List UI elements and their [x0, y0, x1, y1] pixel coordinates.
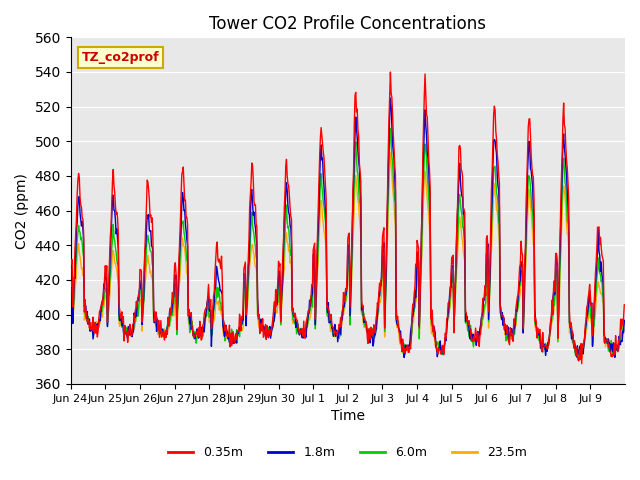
X-axis label: Time: Time	[331, 409, 365, 423]
1.8m	[437, 348, 445, 354]
Title: Tower CO2 Profile Concentrations: Tower CO2 Profile Concentrations	[209, 15, 486, 33]
6.0m	[620, 321, 628, 326]
Text: TZ_co2prof: TZ_co2prof	[82, 51, 159, 64]
Y-axis label: CO2 (ppm): CO2 (ppm)	[15, 173, 29, 249]
23.5m	[578, 355, 586, 361]
1.8m	[282, 190, 289, 195]
Line: 0.35m: 0.35m	[70, 72, 624, 364]
1.8m	[261, 327, 269, 333]
6.0m	[261, 327, 269, 333]
0.35m	[405, 349, 413, 355]
6.0m	[132, 318, 140, 324]
23.5m	[436, 347, 444, 352]
23.5m	[67, 294, 74, 300]
1.8m	[234, 328, 241, 334]
0.35m	[436, 348, 444, 353]
0.35m	[67, 258, 74, 264]
6.0m	[573, 354, 581, 360]
6.0m	[387, 126, 394, 132]
Line: 6.0m: 6.0m	[70, 129, 624, 357]
23.5m	[405, 348, 413, 353]
0.35m	[578, 361, 586, 367]
1.8m	[387, 96, 394, 101]
1.8m	[67, 275, 74, 281]
6.0m	[67, 283, 74, 289]
6.0m	[436, 345, 444, 351]
23.5m	[282, 233, 289, 239]
23.5m	[387, 150, 394, 156]
6.0m	[405, 346, 413, 351]
Legend: 0.35m, 1.8m, 6.0m, 23.5m: 0.35m, 1.8m, 6.0m, 23.5m	[163, 442, 532, 465]
1.8m	[132, 307, 140, 312]
6.0m	[282, 213, 289, 219]
1.8m	[406, 339, 413, 345]
23.5m	[620, 327, 628, 333]
23.5m	[132, 317, 140, 323]
0.35m	[282, 164, 289, 169]
Line: 1.8m: 1.8m	[70, 98, 624, 358]
1.8m	[620, 317, 628, 323]
6.0m	[234, 330, 241, 336]
1.8m	[400, 355, 408, 360]
0.35m	[261, 328, 269, 334]
23.5m	[261, 324, 269, 330]
23.5m	[234, 330, 241, 336]
0.35m	[620, 302, 628, 308]
0.35m	[387, 69, 394, 75]
Line: 23.5m: 23.5m	[70, 153, 624, 358]
0.35m	[234, 329, 241, 335]
0.35m	[132, 308, 140, 313]
